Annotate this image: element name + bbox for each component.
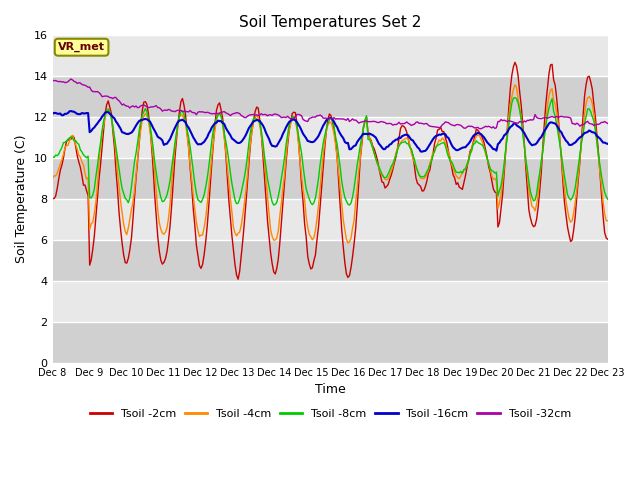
X-axis label: Time: Time [315,384,346,396]
Bar [52,117,608,158]
Text: VR_met: VR_met [58,42,105,52]
Y-axis label: Soil Temperature (C): Soil Temperature (C) [15,135,28,264]
Bar [52,240,608,281]
Bar [52,158,608,199]
Legend: Tsoil -2cm, Tsoil -4cm, Tsoil -8cm, Tsoil -16cm, Tsoil -32cm: Tsoil -2cm, Tsoil -4cm, Tsoil -8cm, Tsoi… [85,404,575,423]
Bar [52,199,608,240]
Title: Soil Temperatures Set 2: Soil Temperatures Set 2 [239,15,421,30]
Bar [52,281,608,322]
Bar [52,322,608,363]
Bar [52,76,608,117]
Bar [52,36,608,76]
